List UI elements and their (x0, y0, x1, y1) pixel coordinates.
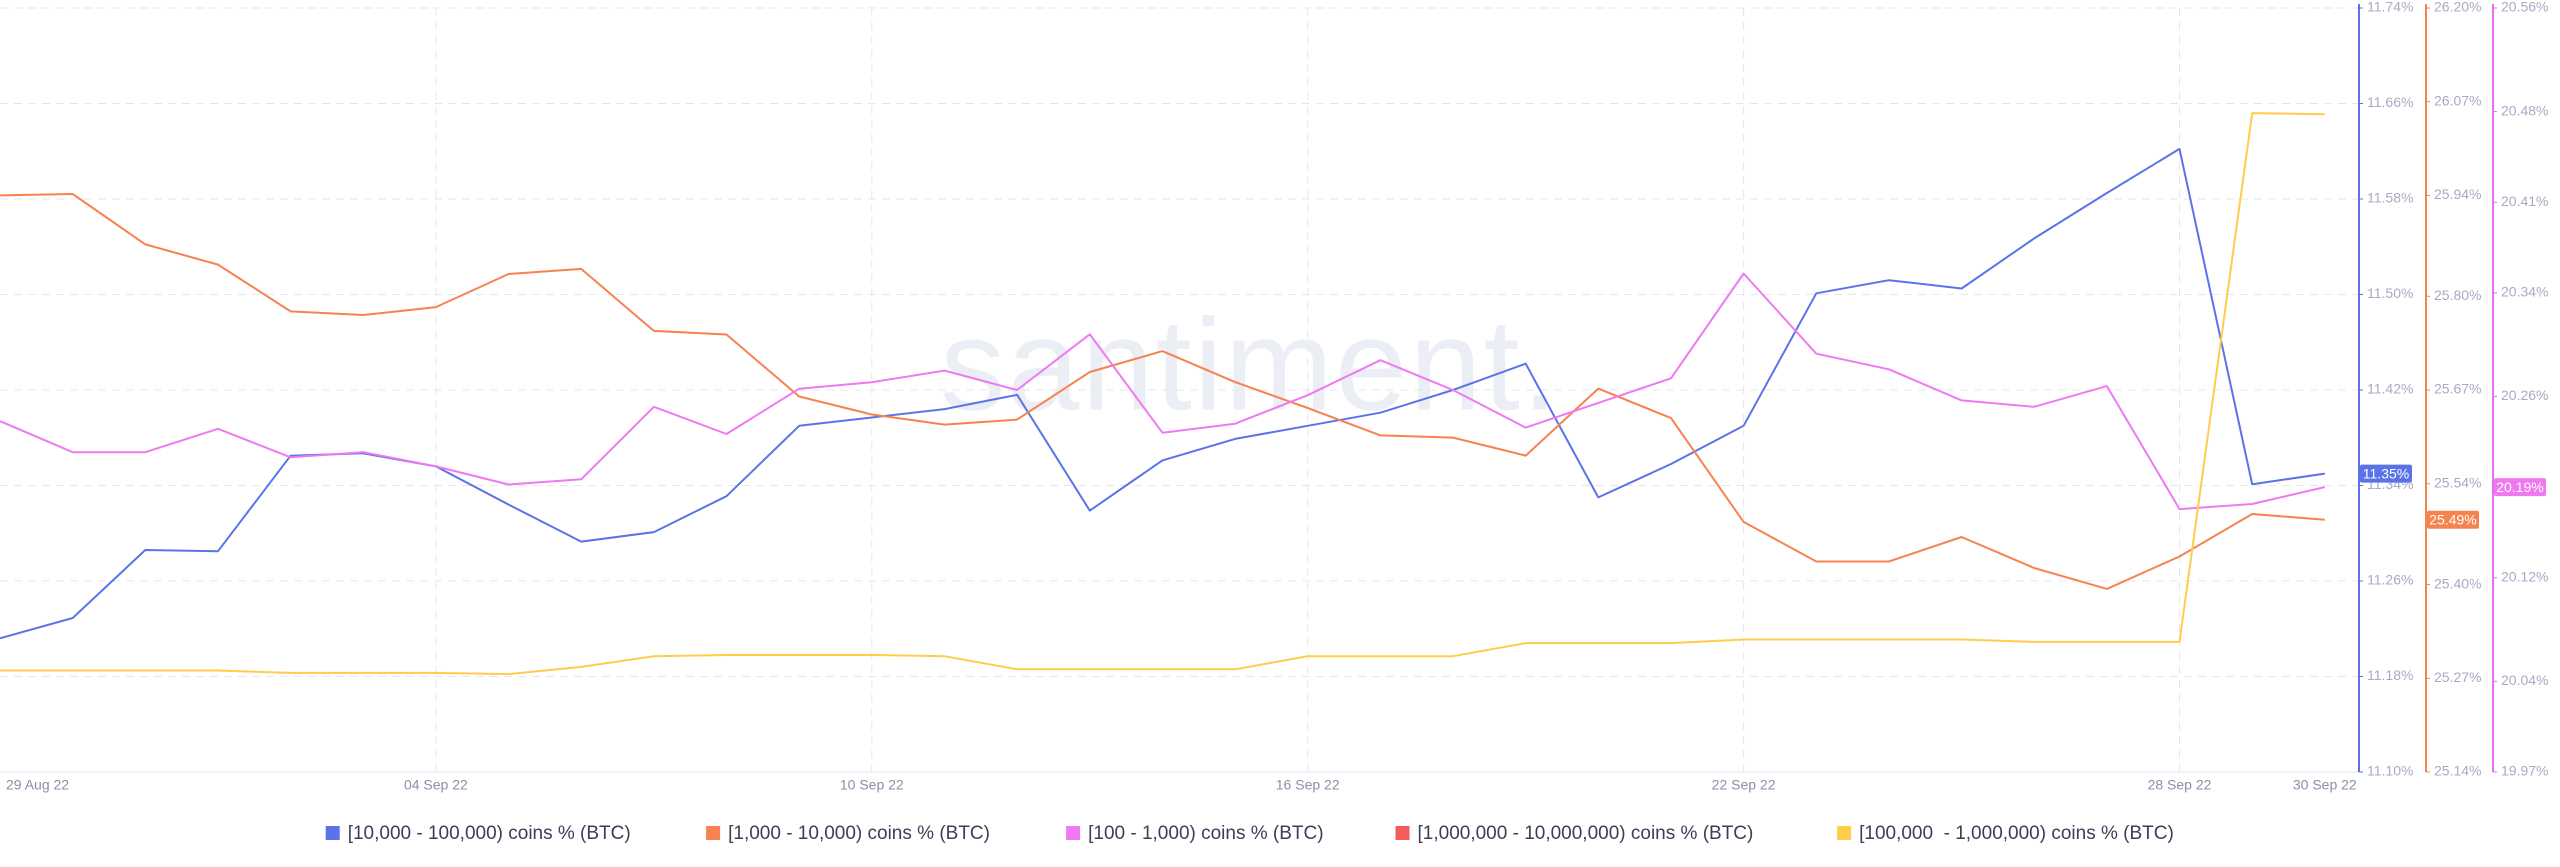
legend-label: [100 - 1,000) coins % (BTC) (1088, 823, 1323, 844)
y-tick-label: 26.20% (2434, 0, 2481, 15)
y-tick-label: 20.26% (2501, 387, 2548, 403)
legend-swatch (1066, 826, 1081, 840)
y-tick-label: 25.14% (2434, 763, 2481, 779)
value-badge (2494, 478, 2546, 497)
y-tick-label: 25.80% (2434, 287, 2481, 303)
legend-swatch (706, 826, 721, 840)
value-badge (2427, 510, 2479, 529)
value-badge (2360, 464, 2412, 483)
value-label: 20.19% (2496, 479, 2543, 495)
y-tick-label: 20.41% (2501, 193, 2548, 209)
legend-label: [1,000,000 - 10,000,000) coins % (BTC) (1418, 823, 1754, 844)
y-tick-label: 11.58% (2367, 190, 2413, 206)
legend-swatch (1395, 826, 1410, 840)
x-tick-label: 10 Sep 22 (840, 777, 904, 793)
y-tick-label: 11.10% (2367, 763, 2413, 779)
y-tick-label: 11.26% (2367, 572, 2413, 588)
legend-swatch (325, 826, 340, 840)
x-tick-label: 22 Sep 22 (1712, 777, 1776, 793)
value-label: 25.49% (2429, 511, 2476, 527)
legend-swatch (1837, 826, 1852, 840)
x-tick-label: 28 Sep 22 (2148, 777, 2212, 793)
y-tick-label: 11.42% (2367, 381, 2413, 397)
y-tick-label: 11.74% (2367, 0, 2413, 15)
value-label: 11.35% (2363, 465, 2409, 481)
y-tick-label: 25.94% (2434, 186, 2481, 202)
line-series (0, 193, 2325, 590)
watermark: santiment. (940, 291, 1560, 437)
legend-label: [10,000 - 100,000) coins % (BTC) (348, 823, 631, 844)
x-tick-label: 29 Aug 22 (6, 777, 69, 793)
y-tick-label: 26.07% (2434, 92, 2481, 108)
x-tick-label: 04 Sep 22 (404, 777, 468, 793)
y-tick-label: 19.97% (2501, 763, 2548, 779)
y-tick-label: 25.27% (2434, 669, 2481, 685)
line-series (0, 112, 2325, 676)
y-tick-label: 11.66% (2367, 94, 2413, 110)
y-tick-label: 25.54% (2434, 474, 2481, 490)
legend: [10,000 - 100,000) coins % (BTC) [1,000 -… (325, 823, 2174, 844)
legend-label: [100,000 - 1,000,000) coins % (BTC) (1859, 823, 2174, 844)
legend-label: [1,000 - 10,000) coins % (BTC) (728, 823, 990, 844)
y-tick-label: 20.04% (2501, 672, 2548, 688)
y-tick-label: 20.34% (2501, 284, 2548, 300)
y-tick-label: 20.56% (2501, 0, 2548, 15)
y-tick-label: 20.12% (2501, 568, 2548, 584)
y-tick-label: 25.67% (2434, 381, 2481, 397)
x-tick-label: 16 Sep 22 (1276, 777, 1340, 793)
y-tick-label: 11.50% (2367, 285, 2413, 301)
y-tick-label: 25.40% (2434, 575, 2481, 591)
x-tick-label: 30 Sep 22 (2293, 777, 2357, 793)
line-series (0, 272, 2326, 511)
y-tick-label: 20.48% (2501, 102, 2548, 118)
y-tick-label: 11.18% (2367, 667, 2413, 683)
